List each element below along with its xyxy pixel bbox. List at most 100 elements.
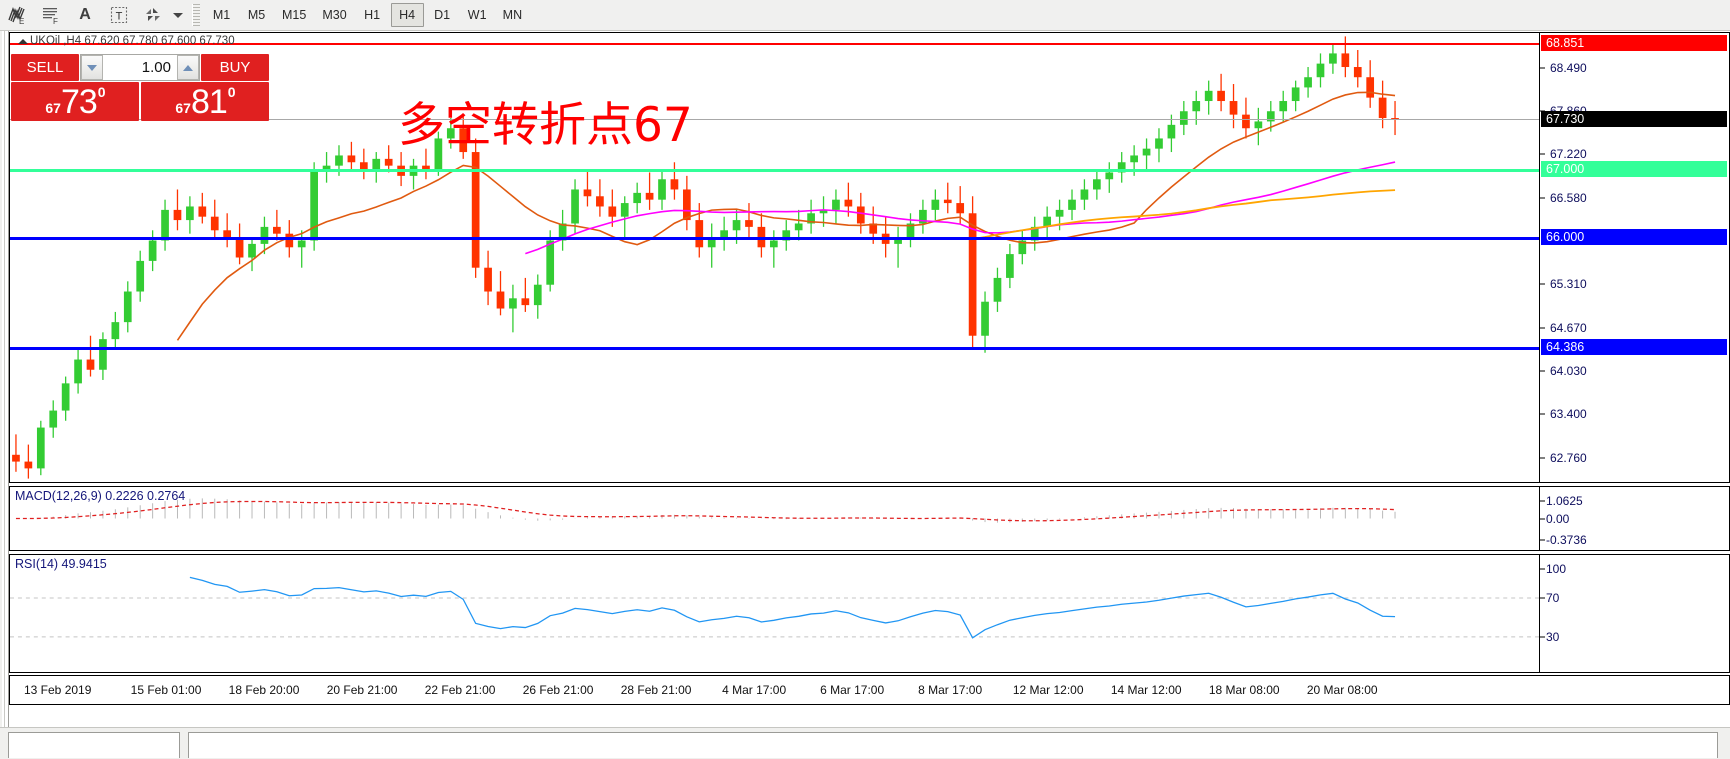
time-axis-label: 18 Feb 20:00 — [228, 683, 300, 697]
time-axis-label: 13 Feb 2019 — [24, 683, 92, 697]
sell-button[interactable]: SELL — [11, 54, 79, 81]
status-strip — [0, 727, 1730, 759]
sell-price-main: 73 — [60, 83, 98, 121]
volume-stepper[interactable]: 1.00 — [80, 54, 200, 81]
arrows-dropdown-caret-icon[interactable] — [170, 1, 186, 30]
rsi-series — [10, 576, 1539, 639]
price-badge-level-blue: 64.386 — [1541, 338, 1727, 355]
buy-price-integer: 67 — [175, 100, 191, 116]
timeframe-mn[interactable]: MN — [502, 8, 523, 22]
time-axis-label: 22 Feb 21:00 — [424, 683, 496, 697]
price-badge-support-green: 67.000 — [1541, 161, 1727, 178]
left-scale-rail[interactable] — [0, 31, 9, 727]
chart-area: UKOil ,H4 67.620 67.780 67.600 67.730 68… — [0, 31, 1730, 759]
time-axis-label: 20 Mar 08:00 — [1306, 683, 1378, 697]
time-axis-label: 18 Mar 08:00 — [1208, 683, 1280, 697]
price-tick-mark — [1540, 110, 1545, 112]
time-axis-label: 12 Mar 12:00 — [1012, 683, 1084, 697]
volume-input[interactable]: 1.00 — [103, 55, 177, 80]
price-tick-mark — [1540, 457, 1545, 458]
arrows-shapes-icon[interactable] — [136, 1, 170, 30]
time-axis-label: 14 Mar 12:00 — [1110, 683, 1182, 697]
macd-tick-label: 0.00 — [1546, 511, 1570, 526]
collapse-arrow-icon[interactable] — [18, 39, 28, 44]
svg-text:T: T — [116, 11, 123, 23]
rsi-tick-label: 100 — [1546, 561, 1567, 576]
buy-button[interactable]: BUY — [201, 54, 269, 81]
time-axis-label: 28 Feb 21:00 — [620, 683, 692, 697]
price-tick-mark — [1540, 413, 1545, 415]
macd-tick-mark — [1540, 539, 1545, 541]
level-line-last-price — [10, 119, 1539, 121]
rsi-label: RSI(14) 49.9415 — [15, 557, 107, 571]
timeframe-h1[interactable]: H1 — [364, 8, 381, 22]
macd-pane[interactable]: MACD(12,26,9) 0.2226 0.2764 1.0625 0.00 -0… — [9, 486, 1730, 551]
time-axis[interactable]: 13 Feb 2019 15 Feb 01:00 18 Feb 20:00 20 Fe… — [9, 675, 1730, 705]
price-axis[interactable]: 68.49067.86067.22066.58065.31064.67064.0… — [1539, 33, 1729, 482]
sell-price-integer: 67 — [45, 100, 61, 116]
status-tab-right[interactable] — [188, 732, 1718, 758]
time-axis-label: 6 Mar 17:00 — [820, 683, 885, 697]
toolbar: E F A T — [0, 0, 1730, 31]
sell-price-fraction: 0 — [97, 84, 106, 100]
price-badge-ask-line: 68.851 — [1541, 35, 1727, 52]
macd-label: MACD(12,26,9) 0.2226 0.2764 — [15, 489, 186, 503]
time-axis-label: 8 Mar 17:00 — [918, 683, 983, 697]
elliott-wave-icon[interactable]: E — [0, 1, 34, 30]
volume-decrease-button[interactable] — [81, 55, 103, 80]
status-tab-left[interactable] — [8, 732, 180, 758]
rsi-tick-mark — [1540, 597, 1545, 599]
timeframe-d1[interactable]: D1 — [434, 8, 451, 22]
price-badge-level-blue: 66.000 — [1541, 229, 1727, 246]
macd-series — [15, 498, 1396, 523]
timeframe-h4[interactable]: H4 — [390, 3, 424, 27]
price-tick-mark — [1540, 327, 1545, 329]
rsi-axis: 100 70 30 — [1539, 555, 1729, 672]
macd-tick-mark — [1540, 518, 1545, 519]
macd-tick-label: 1.0625 — [1546, 493, 1583, 508]
timeframe-m5[interactable]: M5 — [247, 8, 266, 22]
macd-axis: 1.0625 0.00 -0.3736 — [1539, 487, 1729, 550]
timeframe-m30[interactable]: M30 — [322, 8, 347, 22]
sell-price-display[interactable]: 67 73 0 — [11, 82, 139, 121]
volume-increase-button[interactable] — [177, 55, 199, 80]
level-line-66000 — [10, 237, 1539, 241]
timeframe-w1[interactable]: W1 — [467, 8, 487, 22]
symbol-header: UKOil ,H4 67.620 67.780 67.600 67.730 — [30, 35, 235, 47]
chart-panes: UKOil ,H4 67.620 67.780 67.600 67.730 68… — [9, 31, 1730, 727]
price-plot — [10, 33, 1539, 482]
text-box-icon[interactable]: T — [102, 1, 136, 30]
level-line-67000 — [10, 169, 1539, 173]
rsi-tick-label: 70 — [1546, 590, 1560, 605]
price-tick-mark — [1540, 197, 1545, 199]
price-tick-mark — [1540, 283, 1545, 285]
chart-annotation-text: 多空转折点67 — [398, 98, 693, 153]
price-tick-label: 67.220 — [1550, 147, 1587, 162]
price-pane[interactable]: UKOil ,H4 67.620 67.780 67.600 67.730 68… — [9, 32, 1730, 483]
svg-text:F: F — [53, 17, 58, 25]
time-axis-label: 4 Mar 17:00 — [722, 683, 787, 697]
buy-price-display[interactable]: 67 81 0 — [141, 82, 269, 121]
candlestick-series — [12, 36, 1399, 479]
rsi-tick-mark — [1540, 636, 1545, 638]
rsi-tick-mark — [1540, 568, 1545, 570]
price-tick-mark — [1540, 67, 1545, 69]
timeframe-m15[interactable]: M15 — [282, 8, 307, 22]
timeframe-m1[interactable]: M1 — [212, 8, 231, 22]
rsi-pane[interactable]: RSI(14) 49.9415 100 70 30 — [9, 554, 1730, 673]
rsi-tick-label: 30 — [1546, 629, 1560, 644]
time-axis-label: 15 Feb 01:00 — [130, 683, 202, 697]
level-line-ask — [10, 43, 1539, 46]
fibonacci-icon[interactable]: F — [34, 1, 68, 30]
svg-text:E: E — [19, 17, 24, 25]
time-axis-label: 26 Feb 21:00 — [522, 683, 594, 697]
one-click-trading-panel[interactable]: SELL 1.00 BUY 67 73 0 — [11, 54, 269, 121]
buy-price-fraction: 0 — [227, 84, 236, 100]
price-tick-label: 64.030 — [1550, 364, 1587, 379]
price-tick-label: 66.580 — [1550, 190, 1587, 205]
price-tick-mark — [1540, 153, 1545, 155]
price-tick-label: 63.400 — [1550, 406, 1587, 421]
macd-tick-label: -0.3736 — [1546, 533, 1587, 548]
text-label-icon[interactable]: A — [79, 6, 91, 23]
